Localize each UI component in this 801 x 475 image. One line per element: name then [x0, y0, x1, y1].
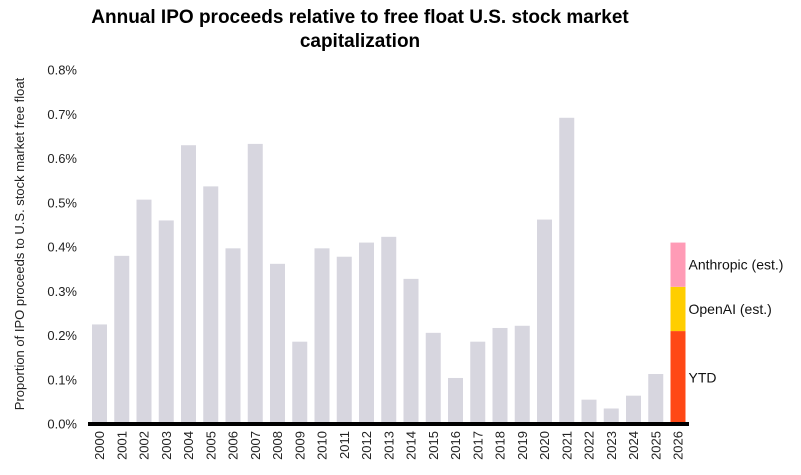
bar-2006 [225, 248, 241, 424]
x-tick-label: 2007 [248, 431, 263, 460]
y-tick-label: 0.1% [47, 372, 77, 387]
x-tick-label: 2026 [671, 431, 686, 460]
y-axis-title: Proportion of IPO proceeds to U.S. stock… [12, 77, 27, 410]
x-tick-label: 2010 [315, 431, 330, 460]
y-tick-label: 0.5% [47, 195, 77, 210]
bar-2000 [92, 324, 107, 424]
bars [92, 117, 664, 424]
x-tick-label: 2011 [337, 431, 352, 459]
x-tick-label: 2022 [582, 431, 597, 460]
y-tick-label: 0.7% [47, 107, 77, 122]
bar-2007 [247, 143, 263, 424]
bar-2019 [514, 325, 530, 424]
x-tick-label: 2006 [226, 431, 241, 460]
x-tick-label: 2017 [470, 431, 485, 460]
x-tick-label: 2012 [359, 431, 374, 460]
stack-segment-2 [670, 242, 686, 287]
bar-2011 [336, 256, 352, 424]
y-tick-label: 0.0% [47, 417, 77, 432]
stack-segment-1 [670, 286, 686, 332]
x-tick-label: 2008 [270, 431, 285, 460]
bar-2017 [470, 341, 486, 424]
stack-segment-0 [670, 331, 686, 424]
bar-2021 [559, 117, 575, 424]
bar-2012 [359, 242, 374, 424]
y-tick-label: 0.3% [47, 284, 77, 299]
bar-2014 [403, 278, 419, 424]
x-tick-label: 2016 [448, 431, 463, 460]
bar-2005 [203, 186, 219, 424]
y-tick-label: 0.4% [47, 240, 77, 255]
stack-segment-label: OpenAI (est.) [689, 301, 772, 317]
x-tick-label: 2025 [648, 431, 663, 460]
bar-2009 [292, 341, 308, 424]
x-tick-label: 2013 [381, 431, 396, 460]
stacked-bar-2026: YTD OpenAI (est.) Anthropic (est.) [670, 242, 784, 424]
x-axis-line [88, 422, 689, 426]
bar-2008 [270, 263, 285, 424]
bar-2023 [603, 408, 619, 424]
y-tick-label: 0.8% [47, 63, 77, 78]
bar-2003 [158, 220, 174, 424]
bar-2022 [581, 399, 597, 424]
y-tick-label: 0.6% [47, 151, 77, 166]
stack-segment-label: Anthropic (est.) [689, 257, 784, 273]
x-tick-label: 2009 [292, 431, 307, 460]
bar-2010 [314, 248, 330, 424]
x-tick-label: 2002 [137, 431, 152, 460]
bar-2020 [537, 219, 552, 424]
stack-segment-label: YTD [689, 370, 717, 386]
bar-2015 [425, 332, 441, 424]
x-tick-label: 2014 [404, 431, 419, 460]
bar-2013 [381, 236, 397, 424]
x-tick-label: 2021 [559, 431, 574, 460]
y-tick-label: 0.2% [47, 328, 77, 343]
bar-2004 [181, 145, 196, 424]
x-tick-label: 2003 [159, 431, 174, 460]
bar-2025 [648, 373, 664, 424]
x-tick-label: 2005 [203, 431, 218, 460]
y-axis-ticks: 0.0% 0.1% 0.2% 0.3% 0.4% 0.5% 0.6% 0.7% 0.8% [47, 63, 77, 432]
x-tick-label: 2000 [92, 431, 107, 460]
x-tick-label: 2020 [537, 431, 552, 460]
x-tick-label: 2024 [626, 431, 641, 460]
x-tick-label: 2023 [604, 431, 619, 460]
bar-2024 [626, 395, 641, 424]
bar-2002 [136, 199, 152, 424]
bar-2001 [114, 255, 130, 424]
bar-2018 [492, 327, 508, 424]
x-axis-labels: 2000 2001 2002 2003 2004 2005 2006 2007 2008 2009… [92, 431, 686, 460]
x-tick-label: 2015 [426, 431, 441, 460]
bar-2016 [448, 377, 463, 424]
x-tick-label: 2019 [515, 431, 530, 460]
x-tick-label: 2018 [493, 431, 508, 460]
x-tick-label: 2004 [181, 431, 196, 460]
chart-title: Annual IPO proceeds relative to free flo… [91, 7, 629, 52]
x-tick-label: 2001 [114, 431, 129, 460]
